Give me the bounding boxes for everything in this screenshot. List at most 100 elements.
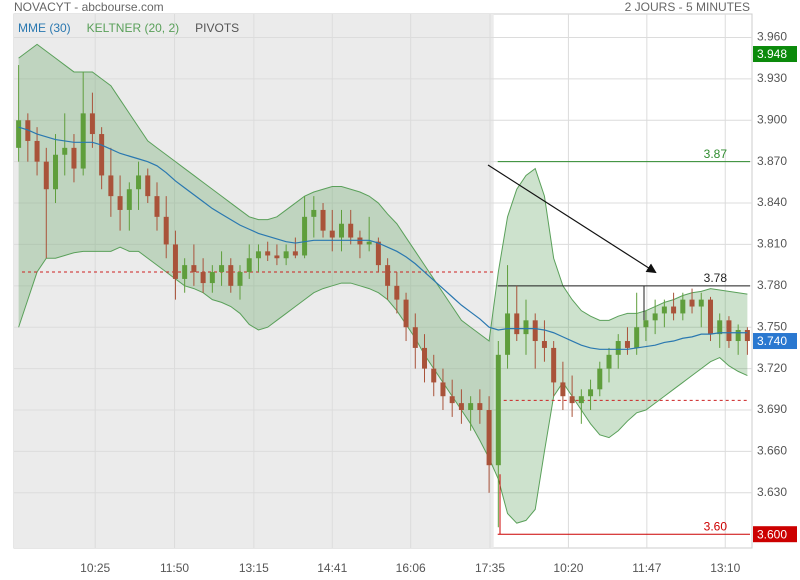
candle-body xyxy=(154,196,160,217)
candle-body xyxy=(597,368,603,390)
candle-body xyxy=(53,154,59,190)
price-badge-label: 3.948 xyxy=(757,47,787,61)
candle-body xyxy=(182,265,188,279)
x-tick-label: 11:50 xyxy=(160,561,189,575)
candle-body xyxy=(43,161,49,190)
candle-body xyxy=(606,354,612,369)
candle-body xyxy=(62,147,68,155)
candle-body xyxy=(246,258,252,273)
y-tick-label: 3.900 xyxy=(757,112,787,126)
candle-body xyxy=(320,209,326,231)
y-tick-label: 3.690 xyxy=(757,402,787,416)
candle-body xyxy=(237,272,243,286)
candle-body xyxy=(200,272,206,284)
candle-body xyxy=(80,113,86,169)
level-label: 3.87 xyxy=(704,147,728,161)
candle-body xyxy=(486,410,492,466)
candle-body xyxy=(329,230,335,238)
y-tick-label: 3.750 xyxy=(757,319,787,333)
candle-body xyxy=(348,223,354,238)
candle-body xyxy=(117,196,123,210)
candle-body xyxy=(375,241,381,266)
candle-body xyxy=(34,140,40,162)
candle-body xyxy=(265,251,271,256)
candle-body xyxy=(394,285,400,300)
mme-line xyxy=(18,126,748,350)
candle-body xyxy=(495,354,501,466)
candle-body xyxy=(680,299,686,314)
candle-body xyxy=(25,120,31,141)
candle-body xyxy=(357,237,363,245)
candle-body xyxy=(228,265,234,286)
price-badge xyxy=(753,46,797,63)
candle-body xyxy=(431,368,437,383)
candle-body xyxy=(643,320,649,328)
candle-body xyxy=(440,382,446,397)
y-tick-label: 3.660 xyxy=(757,444,787,458)
x-tick-label: 11:47 xyxy=(632,561,661,575)
x-tick-label: 10:20 xyxy=(553,561,583,575)
candle-body xyxy=(505,313,511,355)
legend-entry: MME (30) xyxy=(18,21,71,35)
candle-body xyxy=(615,341,621,355)
candle-body xyxy=(624,341,630,348)
candle-body xyxy=(578,396,584,404)
price-badge-label: 3.600 xyxy=(757,527,787,541)
x-tick-label: 10:25 xyxy=(80,561,110,575)
candle-body xyxy=(652,313,658,321)
price-badge-label: 3.740 xyxy=(757,334,787,348)
candle-body xyxy=(108,175,114,197)
keltner-lower xyxy=(18,246,748,524)
candle-body xyxy=(16,120,22,148)
y-tick-label: 3.630 xyxy=(757,485,787,499)
candle-body xyxy=(634,327,640,348)
candle-body xyxy=(283,251,289,259)
candle-body xyxy=(735,329,741,342)
candle-body xyxy=(302,216,308,256)
candle-body xyxy=(89,113,95,135)
candle-body xyxy=(163,216,169,245)
level-label: 3.78 xyxy=(704,271,728,285)
candle-body xyxy=(99,134,105,176)
chart-subtitle: 2 JOURS - 5 MINUTES xyxy=(625,0,750,14)
candle-body xyxy=(551,347,557,383)
candle-body xyxy=(274,255,280,259)
candle-body xyxy=(726,320,732,342)
candle-body xyxy=(468,403,474,411)
price-badge xyxy=(753,526,797,543)
candle-body xyxy=(569,396,575,404)
candle-body xyxy=(292,251,298,256)
candle-body xyxy=(477,403,483,411)
candle-body xyxy=(588,389,594,397)
candle-body xyxy=(209,272,215,284)
keltner-upper xyxy=(18,43,748,342)
candle-body xyxy=(403,299,409,328)
candle-body xyxy=(366,241,372,245)
y-tick-label: 3.780 xyxy=(757,278,787,292)
candle-body xyxy=(671,306,677,314)
y-tick-label: 3.960 xyxy=(757,30,787,44)
candle-body xyxy=(717,320,723,335)
candle-body xyxy=(449,396,455,404)
candle-body xyxy=(744,329,750,342)
y-tick-label: 3.870 xyxy=(757,154,787,168)
candle-body xyxy=(422,347,428,369)
candle-body xyxy=(126,189,132,210)
candle-body xyxy=(707,299,713,335)
candle-body xyxy=(71,147,77,169)
candle-body xyxy=(385,265,391,286)
candle-body xyxy=(560,382,566,397)
x-tick-label: 17:35 xyxy=(475,561,505,575)
candle-body xyxy=(689,299,695,307)
candle-body xyxy=(219,265,225,273)
candle-body xyxy=(698,299,704,307)
x-tick-label: 13:10 xyxy=(710,561,740,575)
price-badge xyxy=(753,333,797,350)
x-tick-label: 13:15 xyxy=(239,561,269,575)
trend-arrow xyxy=(487,164,657,274)
candle-body xyxy=(191,265,197,273)
candle-body xyxy=(661,306,667,314)
keltner-fill xyxy=(18,44,748,524)
